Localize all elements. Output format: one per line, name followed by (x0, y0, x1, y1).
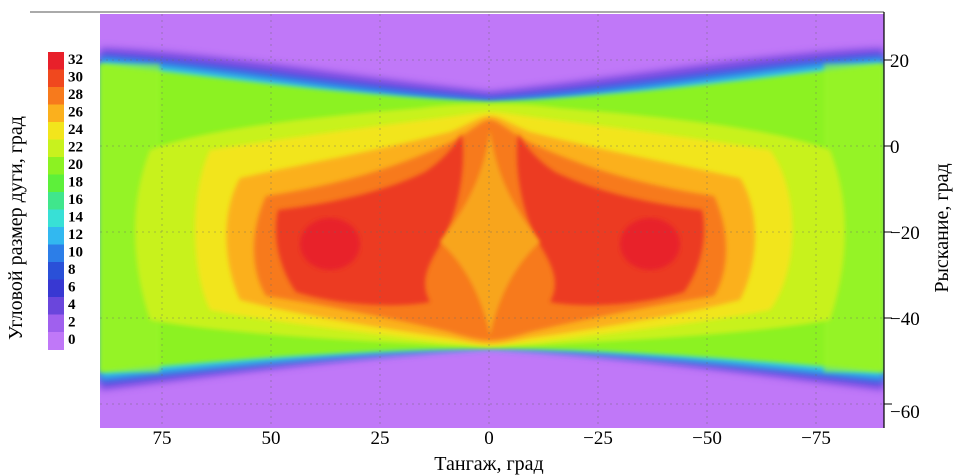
grid (100, 14, 884, 428)
x-tick-labels: 75 50 25 0 −25 −50 −75 (153, 428, 831, 449)
colorbar-tick-label: 26 (68, 105, 84, 121)
colorbar-swatch (48, 262, 64, 280)
colorbar-swatch (48, 209, 64, 228)
colorbar-swatch (48, 69, 64, 88)
x-tick-label: −50 (692, 428, 722, 449)
colorbar-swatch (48, 174, 64, 193)
colorbar-tick-label: 8 (68, 262, 76, 278)
y-axis-title: Рыскание, град (931, 163, 953, 292)
colorbar-swatch (48, 104, 64, 123)
y-tick-label: −20 (890, 223, 920, 244)
colorbar-swatch (48, 139, 64, 158)
y-tick-labels: 20 0 −20 −40 −60 (890, 51, 920, 423)
x-tick-label: −25 (583, 428, 613, 449)
colorbar-swatch (48, 279, 64, 298)
colorbar-tick-label: 28 (68, 87, 83, 103)
x-tick-label: 50 (262, 428, 281, 449)
colorbar-swatch (48, 87, 64, 105)
x-tick-label: −75 (801, 428, 831, 449)
colorbar-swatch (48, 227, 64, 245)
colorbar-tick-label: 18 (68, 175, 83, 191)
x-axis-title: Тангаж, град (434, 453, 543, 475)
y-tick-label: −60 (890, 402, 920, 423)
colorbar-tick-label: 6 (68, 280, 76, 296)
x-tick-label: 0 (484, 428, 494, 449)
colorbar-tick-label: 22 (68, 140, 83, 156)
field-center-diamond (440, 130, 540, 336)
colorbar-title: Угловой размер дуги, град (5, 116, 27, 340)
colorbar-swatch (48, 122, 64, 140)
y-tick-label: 0 (890, 137, 900, 158)
x-tick-label: 25 (371, 428, 390, 449)
colorbar-swatch (48, 52, 64, 70)
colorbar-swatch (48, 157, 64, 175)
colorbar-tick-label: 16 (68, 192, 84, 208)
y-ticks (884, 59, 892, 405)
colorbar-swatch (48, 332, 64, 350)
colorbar-tick-label: 20 (68, 157, 83, 173)
heatmap-field (100, 14, 884, 428)
colorbar-tick-label: 14 (68, 210, 84, 226)
colorbar-tick-label: 30 (68, 70, 83, 86)
colorbar-swatch (48, 244, 64, 263)
colorbar-swatch (48, 192, 64, 210)
y-tick-label: −40 (890, 309, 920, 330)
colorbar-tick-label: 4 (68, 297, 76, 313)
colorbar-tick-label: 12 (68, 227, 83, 243)
colorbar-tick-label: 24 (68, 122, 84, 138)
colorbar-tick-label: 2 (68, 315, 76, 331)
field-peak-right (620, 218, 680, 270)
y-tick-label: 20 (890, 51, 909, 72)
colorbar-swatch (48, 297, 64, 315)
colorbar-tick-label: 32 (68, 52, 83, 68)
colorbar-tick-label: 10 (68, 245, 83, 261)
x-tick-label: 75 (153, 428, 172, 449)
colorbar-swatch (48, 314, 64, 333)
field-peak-left (300, 218, 360, 270)
colorbar-tick-label: 0 (68, 332, 76, 348)
